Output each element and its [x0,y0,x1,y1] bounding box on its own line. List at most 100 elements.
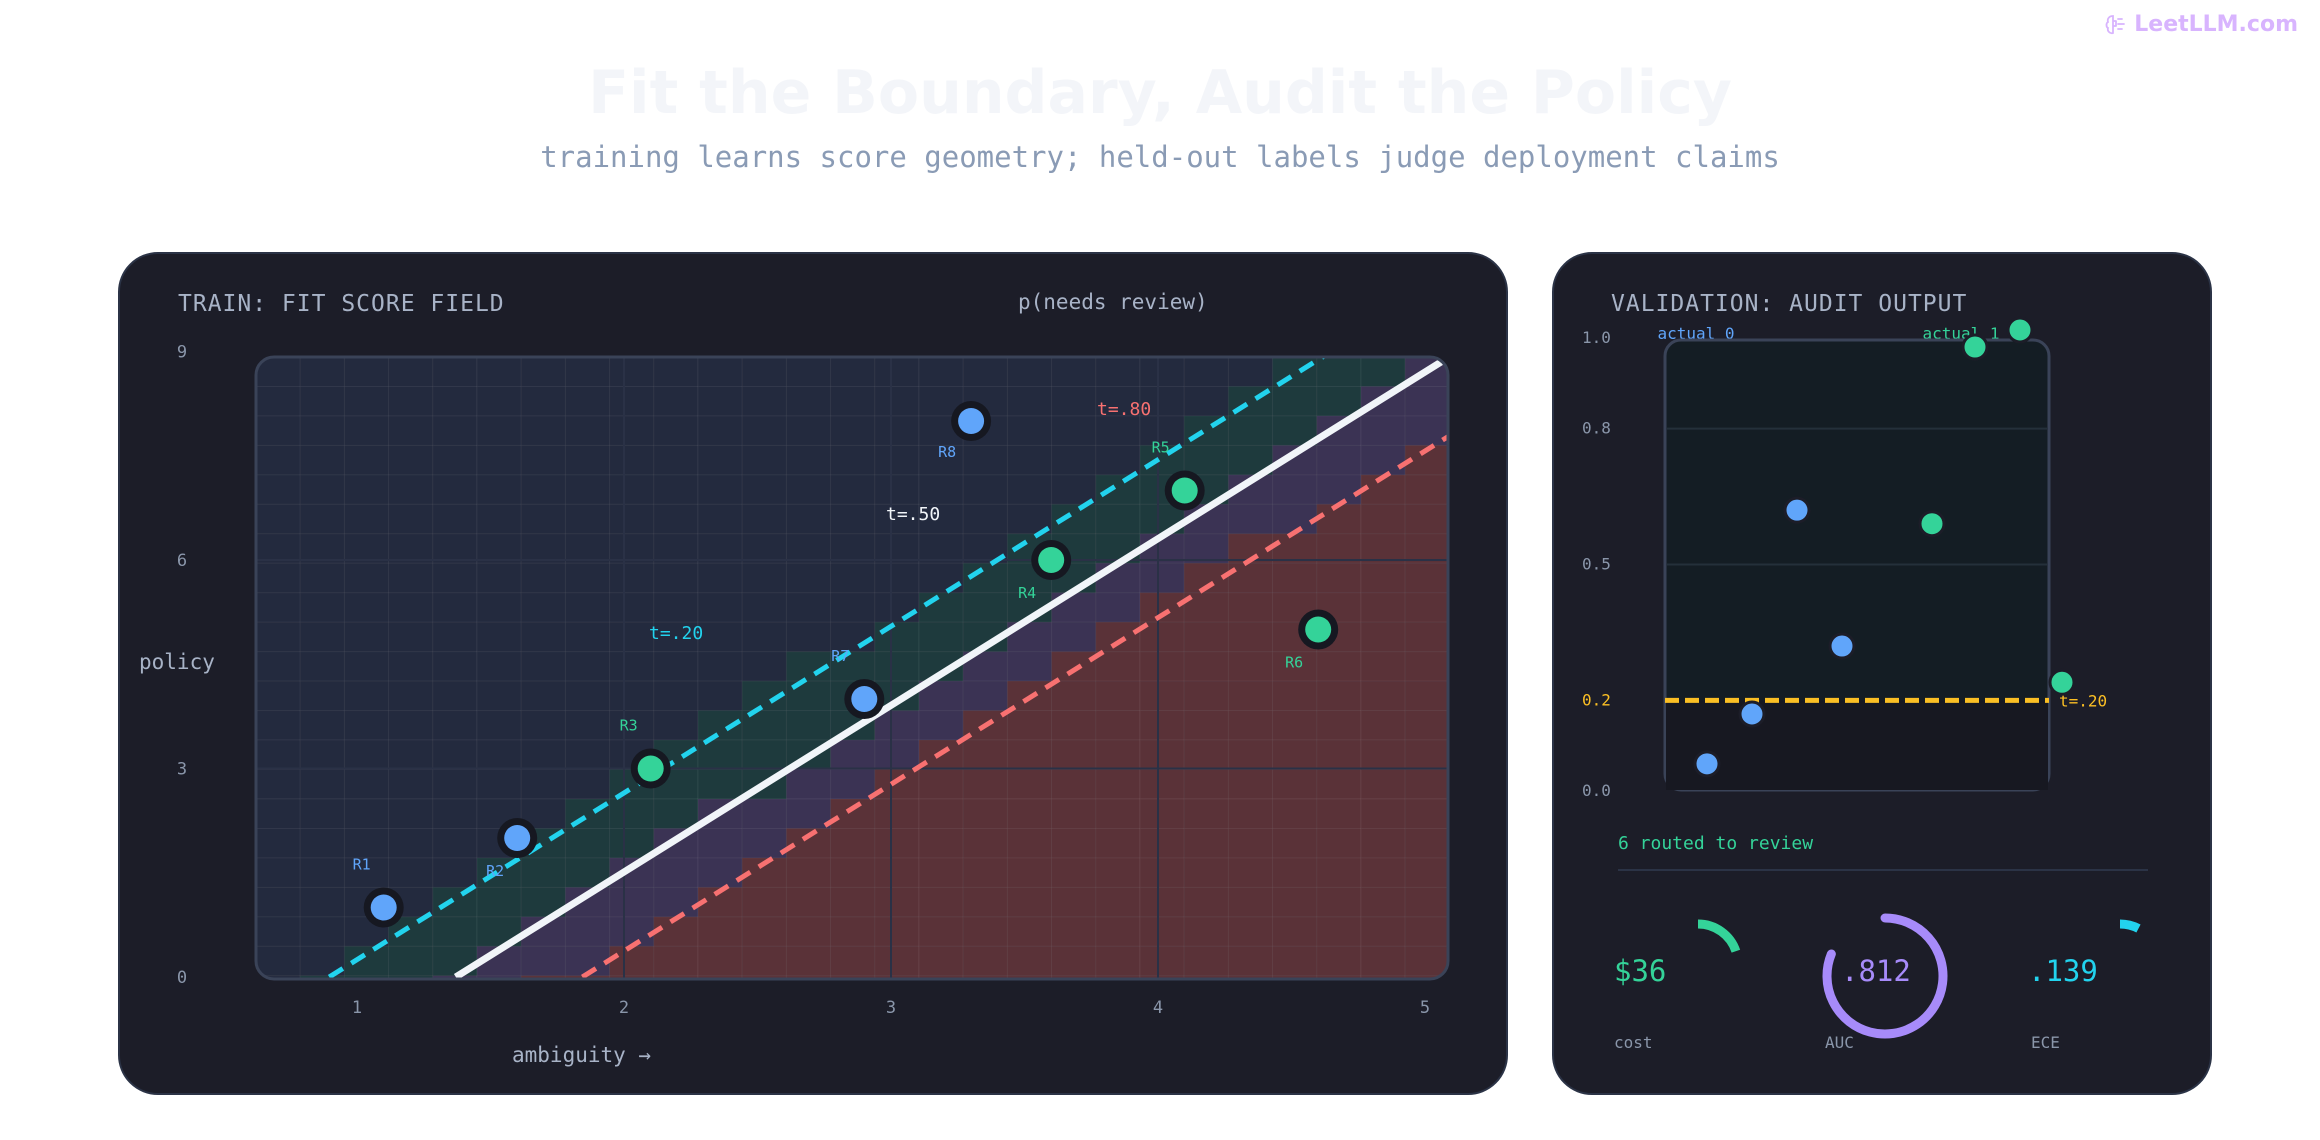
field-cell [741,357,787,387]
field-cell [1095,592,1141,623]
field-cell [1404,651,1448,682]
field-cell [388,562,434,594]
field-cell [785,916,832,947]
field-cell [1360,415,1406,446]
field-cell [697,415,743,446]
field-cell [830,945,876,977]
field-cell [1006,945,1053,977]
field-cell [918,857,964,888]
field-cell [256,798,301,829]
field-cell [697,592,743,623]
field-cell [564,710,611,741]
training-point-R7 [851,686,878,712]
field-cell [432,503,478,535]
field-cell [1272,415,1318,446]
field-cell [741,444,787,476]
field-cell [697,357,743,387]
field-cell [1095,857,1141,888]
below-threshold-region [1666,700,2048,790]
field-cell [609,857,655,888]
field-cell [343,474,390,505]
field-cell [1006,474,1053,505]
metric-value-ECE: .139 [2028,954,2098,988]
field-cell [1316,710,1362,741]
field-cell [1316,415,1362,446]
x-tick: 1 [352,998,362,1018]
class-label-actual-0: actual 0 [1657,324,1734,343]
field-cell [1272,651,1318,682]
field-cell [388,739,434,771]
field-cell [1360,680,1406,712]
field-cell [1051,827,1097,859]
field-cell [476,621,522,653]
field-cell [653,857,699,888]
training-point-R4 [1038,547,1065,573]
field-cell [432,739,478,771]
metric-gauge-AUC [1822,913,1948,1039]
field-cell [1272,474,1318,505]
field-cell [1183,945,1229,977]
field-cell [343,769,390,800]
field-cell [962,798,1008,829]
field-cell [520,945,566,977]
field-cell [520,385,566,417]
field-cell [1183,357,1229,387]
field-cell [785,533,832,564]
field-cell [388,592,434,623]
field-cell [1183,680,1229,712]
field-cell [1227,503,1274,535]
field-cell [299,680,345,712]
field-cell [609,533,655,564]
field-cell [1183,739,1229,771]
point-label: R8 [938,443,956,461]
field-cell [1227,769,1274,800]
field-cell [1316,769,1362,800]
brand[interactable]: LeetLLM.com [2104,12,2298,37]
metrics: $36 cost .812 AUC .139 ECE [1614,913,2141,1052]
field-cell [299,827,345,859]
field-cell [697,739,743,771]
val-point-actual-0 [1738,700,1766,728]
metric-label-ECE: ECE [2031,1033,2060,1052]
field-cell [1183,798,1229,829]
routed-text: 6 routed to review [1618,833,1813,854]
field-cell [299,857,345,888]
field-cell [299,444,345,476]
field-cell [1006,827,1053,859]
field-cell [1095,710,1141,741]
point-label: R4 [1018,584,1036,602]
field-cell [741,886,787,918]
validation-frame: t=.20 [1663,338,2107,792]
field-cell [874,945,920,977]
field-cell [874,798,920,829]
field-cell [785,886,832,918]
field-cell [874,474,920,505]
train-heading: TRAIN: FIT SCORE FIELD [178,291,505,317]
field-cell [874,621,920,653]
field-cell [564,680,611,712]
field-cell [1449,534,1493,563]
field-cell [874,651,920,682]
field-cell [1227,945,1274,977]
field-cell [918,975,964,979]
field-cell [1183,710,1229,741]
field-cell [697,444,743,476]
field-cell [609,592,655,623]
field-cell [741,474,787,505]
field-cell [1449,711,1493,740]
x-axis-label: ambiguity → [512,1043,651,1067]
field-cell [388,857,434,888]
field-cell [1095,886,1141,918]
field-cell [1183,769,1229,800]
field-cell [476,680,522,712]
field-cell [830,533,876,564]
field-cell [520,739,566,771]
field-cell [609,562,655,594]
field-cell [343,621,390,653]
field-cell [785,945,832,977]
field-cell [564,621,611,653]
field-cell [962,886,1008,918]
field-cell [1006,886,1053,918]
field-cell [1227,680,1274,712]
field-cell [476,651,522,682]
